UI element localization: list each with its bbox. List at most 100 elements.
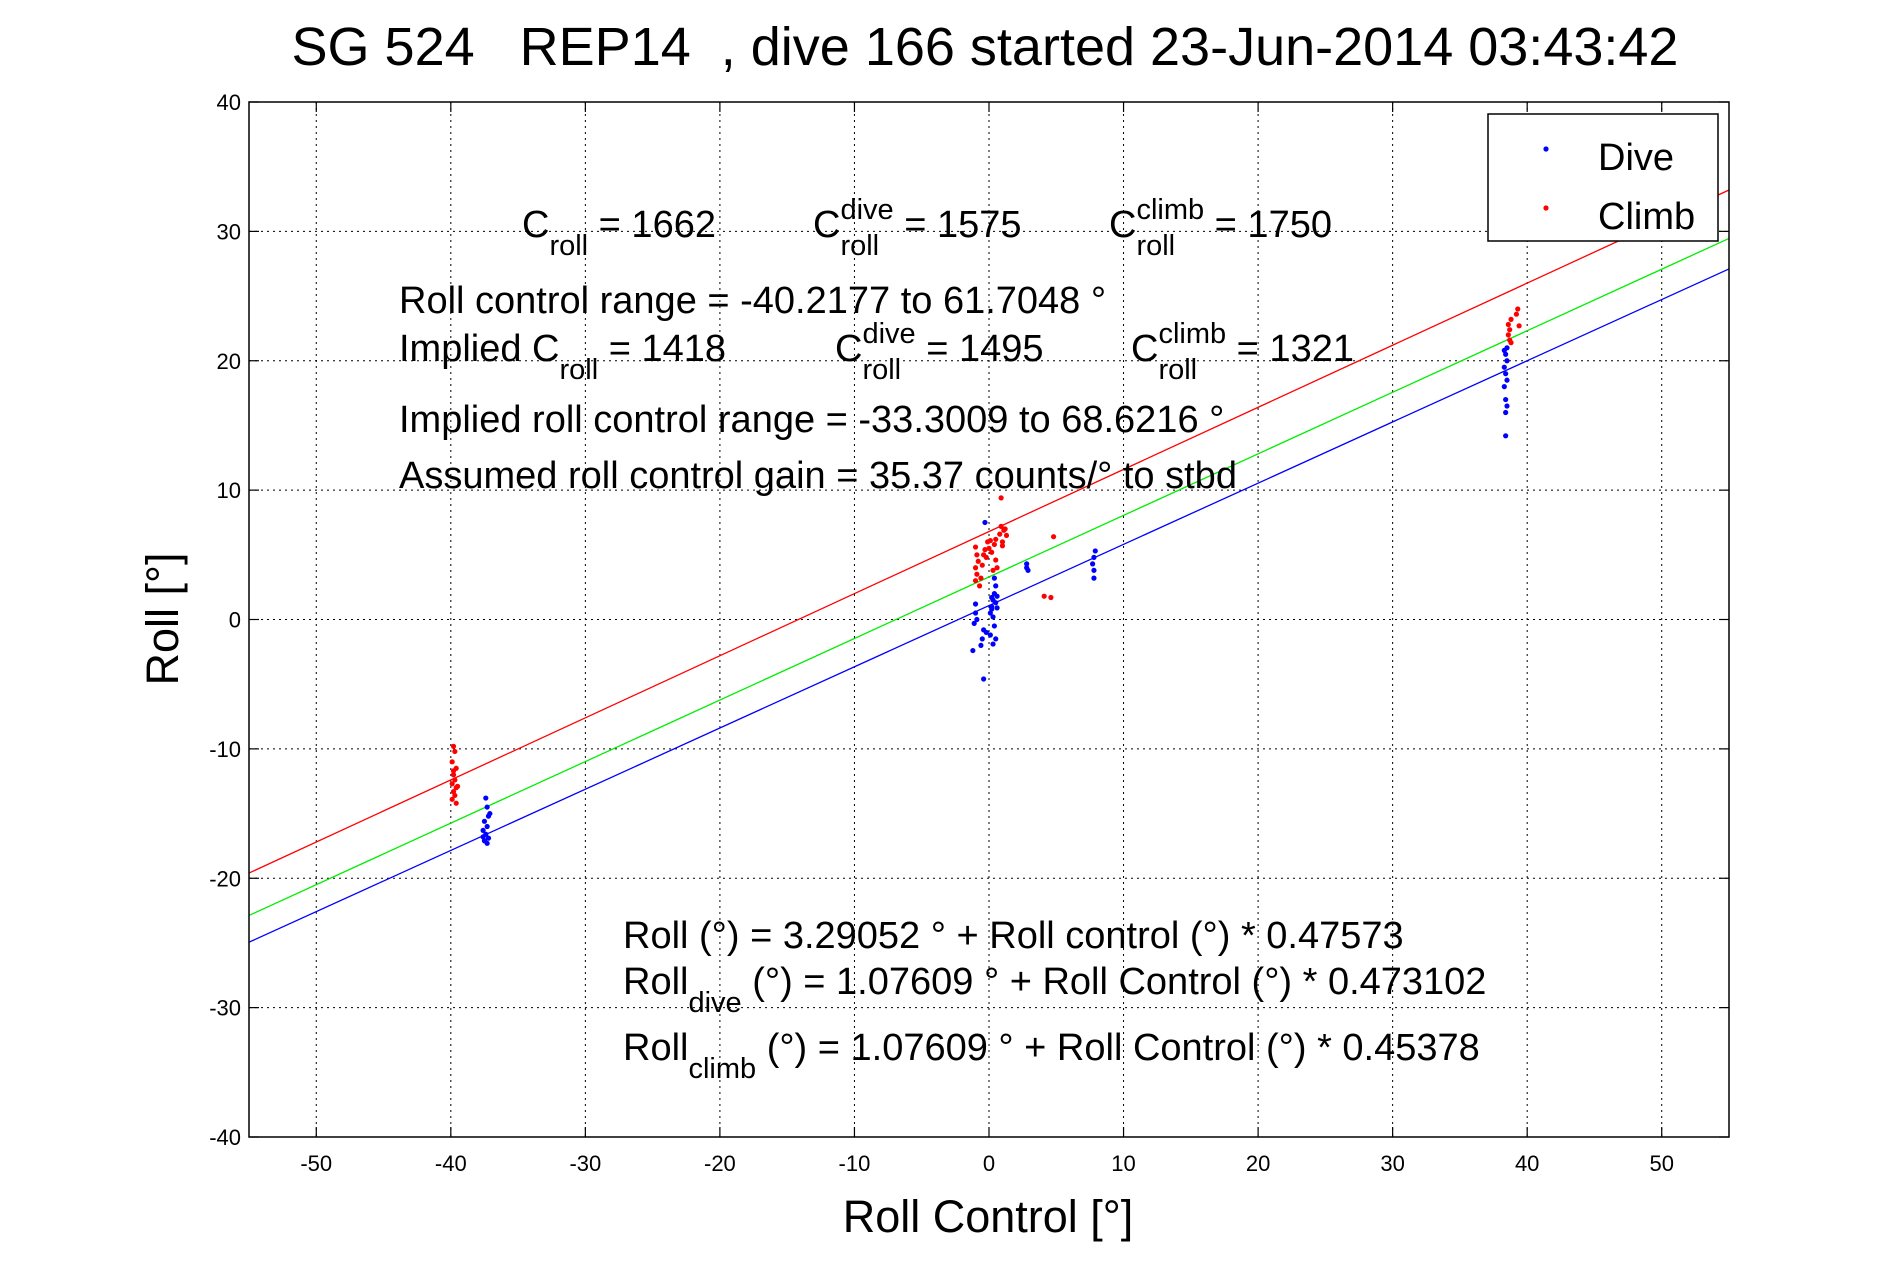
point-dive	[1091, 567, 1097, 573]
annotation-part: climb	[1136, 194, 1204, 226]
point-climb	[1507, 327, 1513, 333]
point-climb	[990, 567, 996, 573]
point-climb	[1505, 321, 1511, 328]
annotation: Croll climb = 1321	[1131, 318, 1354, 386]
fit-line	[248, 268, 1730, 943]
point-dive	[987, 632, 993, 638]
annotation-part: dive	[688, 987, 741, 1019]
y-tick-label: 40	[217, 90, 241, 115]
point-climb	[972, 565, 979, 571]
annotation-part: (°) = 1.07609 ° + Roll Control (°) * 0.4…	[742, 961, 1487, 1003]
point-dive	[974, 616, 980, 623]
point-dive	[970, 647, 976, 654]
point-climb	[999, 539, 1006, 545]
annotation: Rollclimb (°) = 1.07609 ° + Roll Control…	[623, 1027, 1480, 1085]
point-climb	[997, 531, 1003, 537]
annotation-part: dive	[862, 318, 915, 350]
x-tick-label: -30	[569, 1151, 601, 1176]
point-dive	[480, 827, 486, 833]
annotation-part: Implied C	[399, 328, 560, 370]
annotation-part: Roll control range = -40.2177 to 61.7048…	[399, 280, 1106, 322]
point-climb	[974, 552, 980, 558]
point-climb	[1050, 534, 1057, 540]
x-axis-label: Roll Control [°]	[843, 1191, 1134, 1242]
point-climb	[452, 792, 458, 799]
y-tick-label: -30	[209, 996, 241, 1021]
annotation-part: = 1495	[916, 328, 1044, 370]
legend: Dive Climb	[1487, 113, 1719, 242]
annotation-part: C	[1109, 204, 1136, 246]
annotation-part: roll	[560, 354, 599, 386]
point-dive	[1501, 364, 1507, 370]
point-climb	[1041, 593, 1047, 599]
legend-marker-climb	[1543, 205, 1549, 211]
point-dive	[484, 804, 490, 810]
point-climb	[998, 495, 1004, 501]
data-points	[449, 306, 1522, 846]
annotation-part: (°) = 1.07609 ° + Roll Control (°) * 0.4…	[756, 1027, 1480, 1069]
annotation: Roll control range = -40.2177 to 61.7048…	[399, 280, 1106, 322]
point-dive	[983, 629, 989, 636]
point-dive	[1024, 561, 1030, 567]
legend-label-dive: Dive	[1598, 137, 1674, 179]
point-climb	[993, 557, 999, 563]
point-dive	[483, 795, 489, 801]
y-ticks: -40 -30 -20 -10 0 10 20 30 40	[209, 90, 1729, 1150]
annotation-part: = 1750	[1204, 204, 1332, 246]
point-dive	[978, 642, 984, 648]
point-climb	[1048, 594, 1054, 601]
annotation-part: climb	[1158, 318, 1226, 350]
y-tick-label: -10	[209, 737, 241, 762]
annotation-part: Roll	[623, 961, 688, 1003]
annotation-part: Assumed roll control gain = 35.37 counts…	[399, 455, 1237, 497]
point-dive	[1503, 433, 1509, 439]
annotation-part: Roll (°) = 3.29052 ° + Roll control (°) …	[623, 915, 1404, 957]
annotation-part: C	[1131, 328, 1158, 370]
point-climb	[452, 748, 458, 755]
point-dive	[1090, 561, 1096, 567]
point-dive	[1504, 358, 1510, 364]
point-dive	[991, 623, 997, 629]
fit-line	[248, 189, 1730, 874]
point-dive	[481, 818, 488, 824]
point-dive	[989, 606, 995, 612]
legend-box	[1487, 113, 1719, 242]
annotation-part: = 1575	[894, 204, 1022, 246]
point-dive	[1025, 567, 1031, 573]
point-climb	[979, 562, 985, 568]
annotation-part: C	[813, 204, 840, 246]
annotation: Assumed roll control gain = 35.37 counts…	[399, 455, 1237, 497]
point-climb	[1515, 306, 1521, 312]
point-dive	[981, 676, 987, 682]
annotation: Croll dive = 1495	[835, 318, 1044, 386]
point-dive	[994, 593, 1000, 599]
fit-lines	[248, 189, 1730, 943]
point-dive	[487, 810, 493, 817]
point-climb	[999, 543, 1006, 549]
x-tick-label: 50	[1649, 1151, 1673, 1176]
y-tick-label: -40	[209, 1125, 241, 1150]
x-tick-label: -10	[839, 1151, 871, 1176]
annotation-part: roll	[549, 230, 588, 262]
point-climb	[978, 575, 984, 581]
chart-title: SG 524 REP14 , dive 166 started 23-Jun-2…	[292, 17, 1679, 77]
point-dive	[972, 610, 979, 616]
point-dive	[972, 601, 979, 607]
point-climb	[993, 536, 999, 542]
point-climb	[1508, 340, 1514, 346]
annotation-part: = 1662	[588, 204, 716, 246]
x-tick-label: 30	[1380, 1151, 1404, 1176]
point-dive	[485, 835, 492, 841]
x-tick-label: 0	[983, 1151, 995, 1176]
point-climb	[449, 759, 455, 765]
legend-marker-dive	[1543, 146, 1549, 152]
x-tick-label: -20	[704, 1151, 736, 1176]
point-dive	[979, 636, 985, 642]
point-dive	[1504, 403, 1510, 409]
annotation-part: roll	[840, 230, 879, 262]
x-tick-label: 20	[1246, 1151, 1270, 1176]
annotation-part: roll	[862, 354, 901, 386]
point-dive	[1503, 371, 1509, 377]
point-dive	[990, 614, 996, 620]
